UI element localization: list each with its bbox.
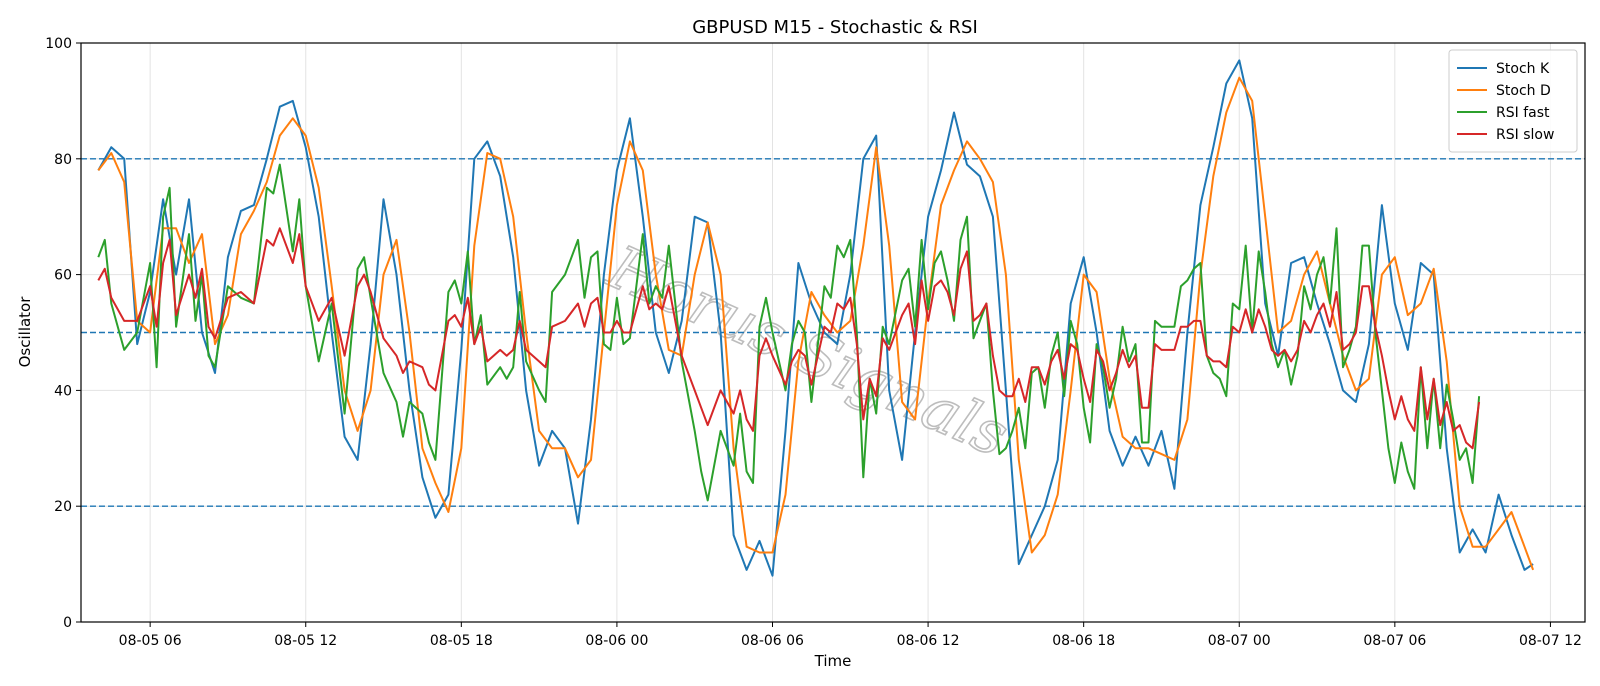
y-tick-label: 80 — [54, 152, 72, 168]
series-lines — [97, 59, 1535, 577]
legend-label-rsi-slow: RSI slow — [1496, 127, 1554, 143]
x-tick-label: 08-07 12 — [1519, 633, 1582, 649]
y-tick-label: 20 — [54, 499, 72, 515]
x-tick-label: 08-07 00 — [1208, 633, 1271, 649]
x-tick-label: 08-06 12 — [897, 633, 960, 649]
x-tick-label: 08-05 12 — [274, 633, 337, 649]
chart-title: GBPUSD M15 - Stochastic & RSI — [692, 17, 978, 38]
y-tick-label: 100 — [45, 36, 72, 52]
reference-lines — [81, 158, 1585, 507]
x-tick-label: 08-06 06 — [741, 633, 804, 649]
y-axis-label: Oscillator — [16, 296, 34, 368]
x-tick-label: 08-06 18 — [1052, 633, 1115, 649]
x-tick-label: 08-05 18 — [430, 633, 493, 649]
series-line-stoch-d — [97, 76, 1535, 571]
y-tick-label: 0 — [63, 615, 72, 631]
plot-frame — [80, 42, 1586, 623]
legend-label-rsi-fast: RSI fast — [1496, 105, 1550, 121]
legend: Stoch K Stoch D RSI fast RSI slow — [1448, 49, 1578, 153]
legend-box — [1448, 49, 1578, 153]
x-tick-label: 08-06 00 — [585, 633, 648, 649]
legend-label-stoch-d: Stoch D — [1496, 83, 1551, 99]
legend-label-stoch-k: Stoch K — [1496, 61, 1550, 77]
x-axis-label: Time — [814, 652, 852, 670]
y-tick-label: 60 — [54, 268, 72, 284]
series-line-rsi-slow — [97, 227, 1481, 450]
series-line-rsi-fast — [97, 163, 1481, 502]
x-tick-label: 08-07 06 — [1363, 633, 1426, 649]
x-tick-label: 08-05 06 — [119, 633, 182, 649]
y-axis: 0 20 40 60 80 100 — [45, 36, 81, 631]
series-line-stoch-k — [97, 59, 1534, 577]
x-axis: 08-05 06 08-05 12 08-05 18 08-06 00 08-06 06… — [119, 622, 1582, 649]
y-tick-label: 40 — [54, 383, 72, 399]
